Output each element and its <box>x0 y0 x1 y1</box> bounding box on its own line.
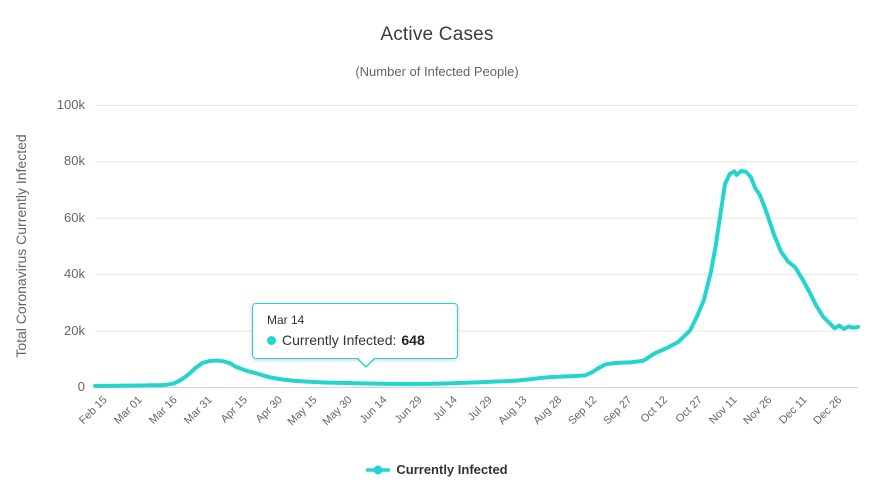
tooltip-value: 648 <box>401 332 425 348</box>
series-line-currently-infected[interactable] <box>93 169 860 388</box>
y-axis-tick-label: 80k <box>64 153 85 169</box>
chart-title: Active Cases <box>380 24 494 45</box>
y-axis-tick-label: 40k <box>64 266 85 282</box>
y-axis-tick-label: 20k <box>64 322 85 338</box>
tooltip-arrow-fill <box>357 357 375 366</box>
y-axis-tick-label: 100k <box>56 97 85 112</box>
tooltip: Mar 14 Currently Infected: 648 <box>252 303 458 368</box>
chart-subtitle: (Number of Infected People) <box>355 64 519 79</box>
legend: Currently Infected <box>0 462 874 477</box>
legend-marker-icon <box>366 465 391 474</box>
tooltip-date: Mar 14 <box>267 313 305 327</box>
y-axis-tick-label: 0 <box>77 379 85 394</box>
legend-label: Currently Infected <box>396 462 508 477</box>
tooltip-row: Currently Infected: 648 <box>267 332 443 348</box>
legend-item-currently-infected[interactable]: Currently Infected <box>366 462 508 477</box>
gridlines <box>95 105 858 332</box>
y-axis-tick-label: 60k <box>64 209 85 225</box>
series-marker-icon <box>267 335 276 345</box>
tooltip-series-label: Currently Infected: <box>282 332 397 348</box>
